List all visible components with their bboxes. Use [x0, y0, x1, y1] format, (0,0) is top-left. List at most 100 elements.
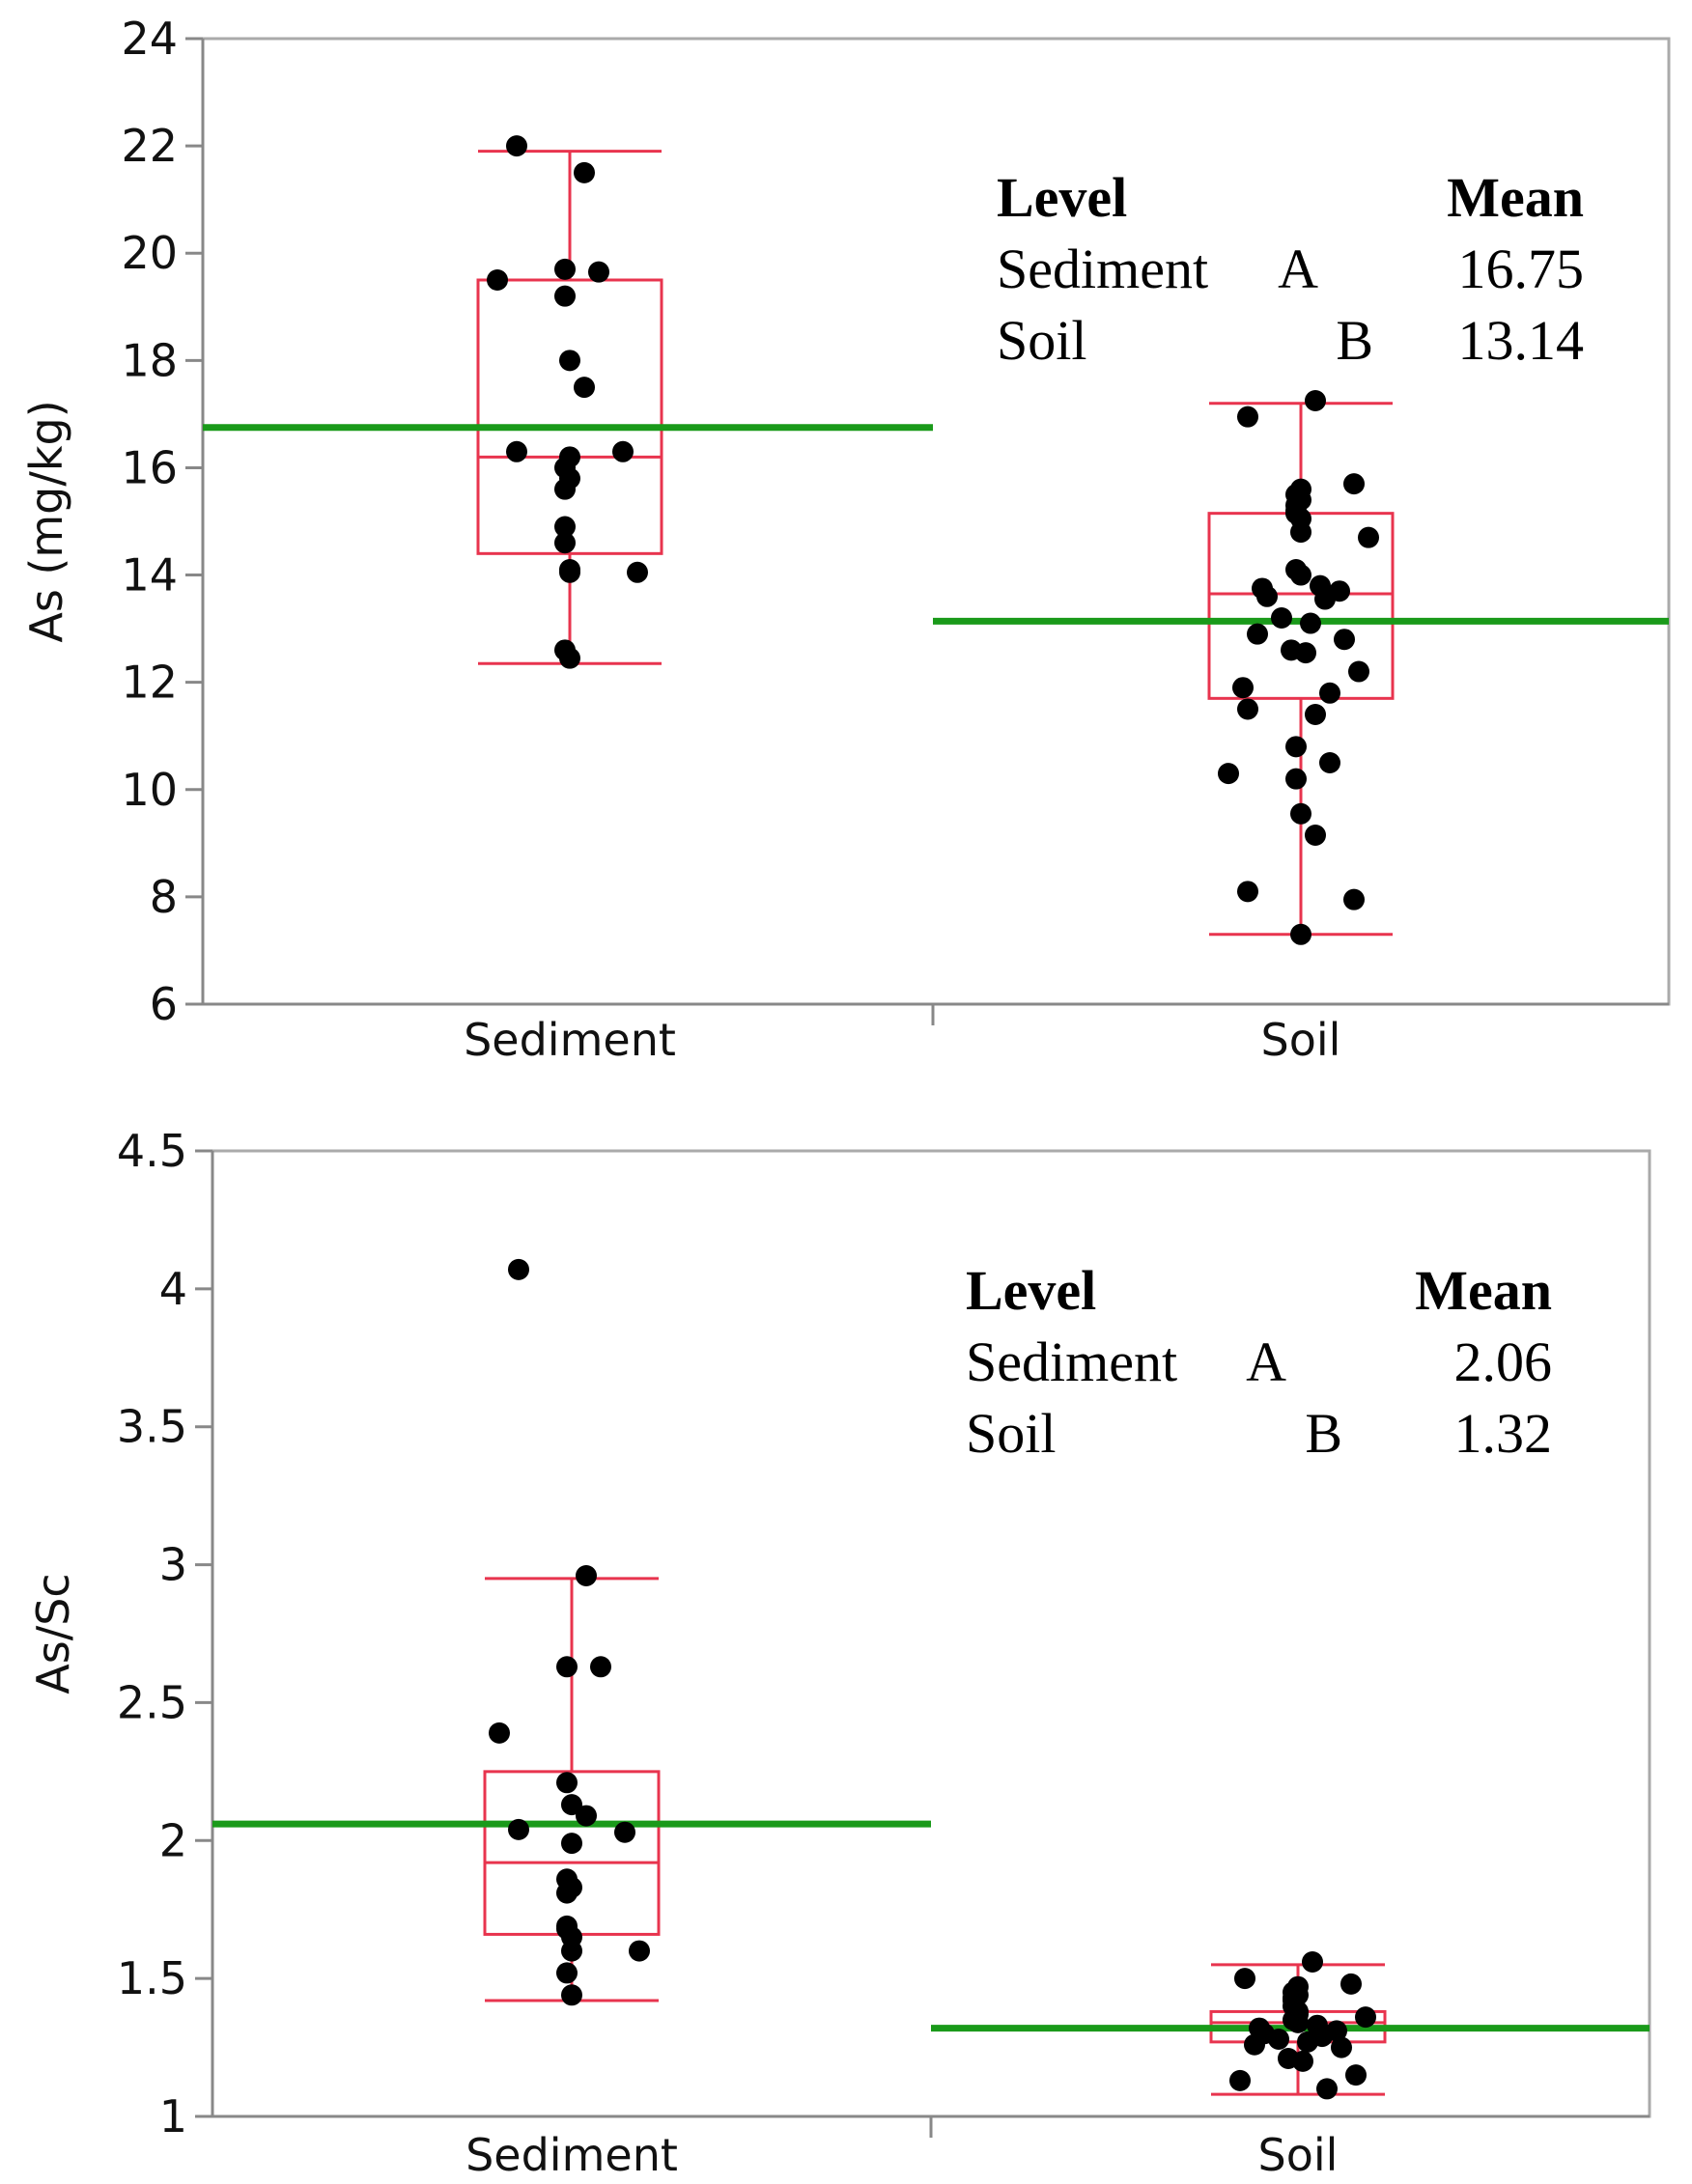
x-category-label: Soil	[1258, 2129, 1339, 2181]
data-point	[1268, 2029, 1289, 2050]
data-point	[559, 647, 580, 669]
table-level: Sediment	[966, 1330, 1177, 1393]
data-point	[1355, 2006, 1376, 2029]
data-point	[612, 440, 634, 462]
data-point	[1345, 2064, 1367, 2086]
y-tick-label: 20	[121, 227, 178, 279]
data-point	[1305, 825, 1326, 846]
table-letter: B	[1305, 1402, 1342, 1465]
data-point	[1316, 2078, 1338, 2100]
data-point	[629, 1940, 650, 1962]
data-point	[1232, 677, 1254, 699]
chart-as-mgkg: 6 8 10 12 14 16 18 20 22 24 As (mg/kg) Sediment Soil…	[20, 13, 1671, 1066]
table-level: Sediment	[997, 238, 1208, 300]
data-point	[1244, 2033, 1265, 2056]
data-point	[1343, 473, 1365, 495]
y-tick-label: 3	[159, 1539, 187, 1591]
data-point	[1343, 888, 1365, 910]
y-tick-label: 4.5	[117, 1125, 187, 1177]
y-tick-label: 24	[121, 13, 178, 65]
data-point	[506, 135, 527, 157]
data-point	[556, 1656, 578, 1678]
table-header-level: Level	[997, 166, 1127, 229]
data-point	[508, 1818, 529, 1840]
chart-as-sc: 1 1.5 2 2.5 3 3.5 4 4.5 As/Sc Sediment Soil Level Me…	[27, 1125, 1651, 2181]
table-mean: 2.06	[1454, 1330, 1553, 1393]
table-letter: A	[1246, 1330, 1286, 1393]
data-point	[556, 1962, 578, 1984]
data-point	[1256, 585, 1278, 607]
table-letter: A	[1278, 238, 1318, 300]
data-point	[1292, 2050, 1313, 2072]
table-header-mean: Mean	[1415, 1259, 1552, 1322]
y-tick-label: 2	[159, 1814, 187, 1866]
table-level: Soil	[997, 309, 1087, 372]
table-header-mean: Mean	[1447, 166, 1584, 229]
y-tick-label: 3.5	[117, 1401, 187, 1453]
data-point	[1331, 2036, 1352, 2058]
data-point	[1348, 660, 1369, 683]
data-point	[576, 1805, 597, 1827]
x-category-label: Sediment	[465, 2129, 678, 2181]
data-point	[590, 1656, 611, 1678]
table-mean: 13.14	[1458, 309, 1585, 372]
data-point	[1237, 881, 1258, 903]
data-point	[1285, 736, 1307, 758]
data-point	[1234, 1968, 1255, 1990]
data-point	[1334, 629, 1355, 651]
data-point	[1319, 752, 1340, 773]
data-point	[1290, 923, 1311, 945]
y-tick-label: 4	[159, 1263, 187, 1315]
data-point	[1290, 521, 1311, 544]
data-point	[561, 1940, 582, 1962]
data-point	[1305, 704, 1326, 725]
data-point	[1340, 1973, 1362, 1995]
y-tick-label: 12	[121, 657, 178, 709]
data-point	[561, 1833, 582, 1855]
y-tick-label: 1	[159, 2090, 187, 2142]
data-point	[554, 516, 576, 538]
data-point	[576, 1565, 597, 1586]
data-point	[1305, 390, 1326, 411]
y-axis-title: As (mg/kg)	[20, 400, 72, 642]
data-point	[1295, 642, 1316, 664]
box-iqr	[476, 278, 663, 555]
data-point	[1229, 2069, 1251, 2091]
data-point	[506, 440, 527, 462]
table-level: Soil	[966, 1402, 1057, 1465]
data-point	[1300, 612, 1321, 634]
data-point	[559, 561, 580, 583]
data-point	[554, 532, 576, 554]
data-point	[1319, 682, 1340, 704]
data-point	[556, 1772, 578, 1794]
data-point	[1297, 2030, 1318, 2053]
data-point	[489, 1722, 510, 1744]
y-axis-title: As/Sc	[27, 1573, 79, 1694]
table-letter: B	[1336, 309, 1373, 372]
y-tick-label: 18	[121, 334, 178, 386]
x-category-label: Soil	[1261, 1014, 1341, 1066]
data-point	[1237, 406, 1258, 428]
data-point	[1247, 623, 1268, 645]
data-point	[1237, 698, 1258, 720]
data-point	[554, 478, 576, 500]
data-point	[1218, 763, 1239, 785]
y-tick-label: 22	[121, 120, 178, 172]
data-point	[1314, 588, 1336, 610]
y-tick-label: 10	[121, 764, 178, 816]
table-header-level: Level	[966, 1259, 1096, 1322]
data-point	[1290, 802, 1311, 825]
data-point	[1271, 607, 1292, 629]
data-point	[574, 161, 595, 183]
y-tick-label: 6	[150, 978, 178, 1030]
data-point	[556, 1882, 578, 1904]
data-point	[554, 258, 576, 280]
data-point	[561, 1794, 582, 1816]
data-point	[1285, 768, 1307, 790]
x-category-label: Sediment	[464, 1014, 676, 1066]
data-point	[614, 1821, 635, 1843]
data-point	[559, 350, 580, 372]
y-tick-label: 16	[121, 441, 178, 493]
data-point	[627, 561, 648, 583]
